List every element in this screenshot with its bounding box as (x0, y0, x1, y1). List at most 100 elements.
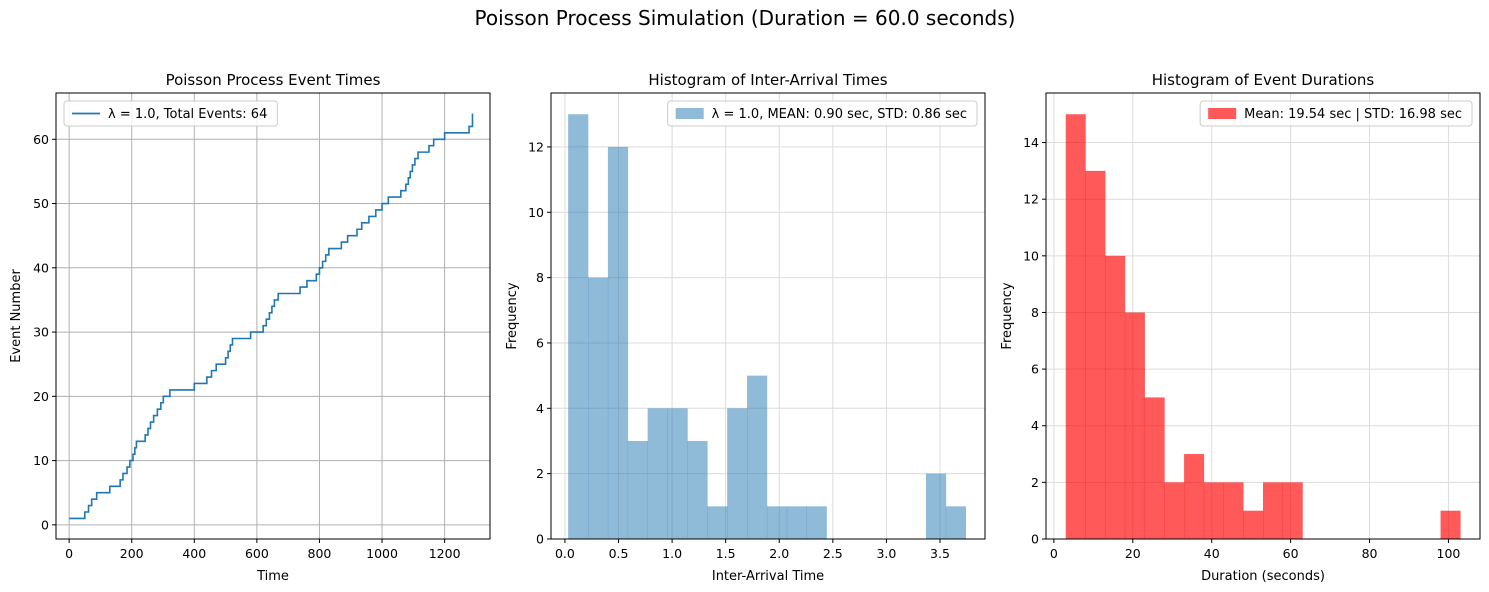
chart-inter-arrival-histogram: Histogram of Inter-Arrival Times Inter-A… (505, 71, 986, 584)
legend-frame (667, 100, 978, 127)
x-tick-label: 0 (65, 546, 73, 561)
histogram-bar (1282, 482, 1303, 539)
x-tick-label: 80 (1362, 546, 1378, 561)
y-tick-label: 12 (1023, 192, 1039, 207)
y-tick-label: 50 (33, 196, 49, 211)
histogram-bar (1440, 510, 1461, 539)
histogram-bar (1144, 397, 1165, 539)
x-tick-label: 100 (1437, 546, 1461, 561)
figure-suptitle: Poisson Process Simulation (Duration = 6… (475, 6, 1016, 30)
histogram-bar (1124, 312, 1145, 539)
y-tick-label: 60 (33, 132, 49, 147)
y-tick-label: 2 (1031, 475, 1039, 490)
histogram-bar (1164, 482, 1185, 539)
y-tick-label: 10 (33, 453, 49, 468)
legend-frame (1199, 100, 1473, 127)
x-tick-label: 40 (1204, 546, 1220, 561)
x-tick-label: 3.5 (930, 546, 950, 561)
y-tick-label: 0 (536, 532, 544, 547)
y-tick-label: 10 (528, 205, 544, 220)
y-tick-label: 2 (536, 466, 544, 481)
histogram-bar (786, 506, 807, 539)
x-tick-label: 60 (1283, 546, 1299, 561)
x-tick-label: 0.0 (555, 546, 575, 561)
axes-frame (55, 92, 491, 540)
histogram-bar (806, 506, 827, 539)
histogram-bar (1085, 170, 1106, 539)
x-tick-label: 400 (182, 546, 206, 561)
histogram-bar (568, 114, 589, 539)
legend-label: λ = 1.0, Total Events: 64 (108, 107, 267, 122)
x-tick-label: 1200 (429, 546, 461, 561)
y-tick-label: 0 (41, 517, 49, 532)
y-tick-label: 6 (536, 335, 544, 350)
y-tick-label: 0 (1031, 532, 1039, 547)
histogram-bar (1105, 255, 1126, 540)
histogram-bar (687, 440, 708, 539)
histogram-bar (747, 375, 768, 539)
histogram-bar (766, 506, 788, 539)
legend: λ = 1.0, Total Events: 64 (63, 100, 278, 127)
y-tick-label: 30 (33, 325, 49, 340)
histogram-bar (727, 408, 748, 539)
histogram-bar (607, 146, 629, 539)
axes-frame (550, 92, 986, 540)
histogram-bar (1223, 482, 1244, 539)
series-line (69, 113, 474, 520)
y-tick-label: 8 (536, 270, 544, 285)
legend: Mean: 19.54 sec | STD: 16.98 sec (1199, 100, 1473, 127)
x-tick-label: 20 (1125, 546, 1141, 561)
histogram-bar (1065, 114, 1086, 539)
x-tick-label: 2.0 (769, 546, 789, 561)
x-tick-label: 0 (1050, 546, 1058, 561)
x-tick-label: 800 (308, 546, 332, 561)
histogram-bar (1203, 482, 1224, 539)
x-tick-label: 3.0 (876, 546, 896, 561)
y-tick-label: 12 (528, 139, 544, 154)
legend-swatch (675, 108, 704, 119)
histogram-bar (1184, 454, 1205, 539)
histogram-bar (1263, 482, 1284, 539)
histogram-bar (627, 440, 648, 539)
chart-title: Histogram of Event Durations (1152, 71, 1375, 89)
chart-title: Poisson Process Event Times (166, 71, 381, 89)
y-tick-label: 20 (33, 389, 49, 404)
axes-frame (1045, 92, 1481, 540)
y-tick-label: 10 (1023, 248, 1039, 263)
histogram-bar (925, 473, 947, 539)
histogram-bar (588, 277, 609, 539)
y-tick-label: 40 (33, 260, 49, 275)
histogram-bar (647, 408, 668, 539)
x-axis-label: Duration (seconds) (1201, 569, 1325, 584)
y-tick-label: 14 (1023, 135, 1039, 150)
y-axis-label: Frequency (1000, 282, 1015, 349)
histogram-bar (1243, 510, 1264, 539)
legend-label: Mean: 19.54 sec | STD: 16.98 sec (1244, 107, 1462, 122)
x-tick-label: 1000 (366, 546, 398, 561)
x-axis-label: Time (256, 569, 289, 584)
chart-event-times: Poisson Process Event Times Time Event N… (9, 71, 491, 584)
histogram-bar (707, 506, 728, 539)
x-axis-label: Inter-Arrival Time (712, 569, 824, 584)
x-tick-label: 200 (120, 546, 144, 561)
chart-title: Histogram of Inter-Arrival Times (648, 71, 887, 89)
x-tick-label: 0.5 (609, 546, 629, 561)
y-tick-label: 4 (1031, 418, 1039, 433)
x-tick-label: 1.0 (662, 546, 682, 561)
y-axis-label: Frequency (505, 282, 520, 349)
x-tick-label: 1.5 (716, 546, 736, 561)
y-axis-label: Event Number (9, 269, 24, 363)
x-tick-label: 600 (245, 546, 269, 561)
y-tick-label: 6 (1031, 362, 1039, 377)
legend: λ = 1.0, MEAN: 0.90 sec, STD: 0.86 sec (667, 100, 978, 127)
chart-durations-histogram: Histogram of Event Durations Duration (s… (1000, 71, 1481, 584)
y-tick-label: 8 (1031, 305, 1039, 320)
histogram-bar (667, 408, 688, 539)
legend-frame (63, 100, 278, 127)
histogram-bar (945, 506, 967, 539)
legend-label: λ = 1.0, MEAN: 0.90 sec, STD: 0.86 sec (712, 107, 967, 122)
legend-swatch (1208, 108, 1237, 119)
x-tick-label: 2.5 (823, 546, 843, 561)
y-tick-label: 4 (536, 401, 544, 416)
